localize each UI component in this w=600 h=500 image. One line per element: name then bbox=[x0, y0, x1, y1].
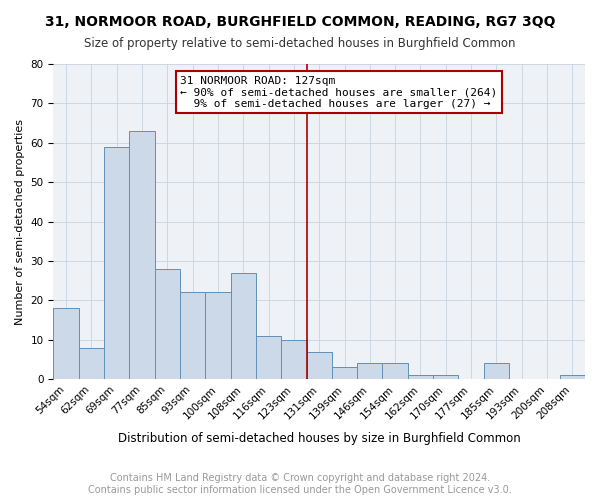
Bar bbox=[53, 308, 79, 379]
Bar bbox=[357, 364, 382, 379]
Bar bbox=[307, 352, 332, 379]
X-axis label: Distribution of semi-detached houses by size in Burghfield Common: Distribution of semi-detached houses by … bbox=[118, 432, 521, 445]
Text: Size of property relative to semi-detached houses in Burghfield Common: Size of property relative to semi-detach… bbox=[84, 38, 516, 51]
Y-axis label: Number of semi-detached properties: Number of semi-detached properties bbox=[15, 118, 25, 324]
Bar bbox=[180, 292, 205, 379]
Text: Contains HM Land Registry data © Crown copyright and database right 2024.
Contai: Contains HM Land Registry data © Crown c… bbox=[88, 474, 512, 495]
Text: 31, NORMOOR ROAD, BURGHFIELD COMMON, READING, RG7 3QQ: 31, NORMOOR ROAD, BURGHFIELD COMMON, REA… bbox=[45, 15, 555, 29]
Bar bbox=[205, 292, 230, 379]
Bar bbox=[130, 131, 155, 379]
Bar bbox=[484, 364, 509, 379]
Bar bbox=[79, 348, 104, 379]
Bar bbox=[256, 336, 281, 379]
Bar bbox=[332, 368, 357, 379]
Bar bbox=[230, 273, 256, 379]
Text: 31 NORMOOR ROAD: 127sqm
← 90% of semi-detached houses are smaller (264)
  9% of : 31 NORMOOR ROAD: 127sqm ← 90% of semi-de… bbox=[180, 76, 497, 109]
Bar bbox=[104, 146, 130, 379]
Bar bbox=[560, 375, 585, 379]
Bar bbox=[281, 340, 307, 379]
Bar bbox=[382, 364, 408, 379]
Bar bbox=[408, 375, 433, 379]
Bar bbox=[155, 269, 180, 379]
Bar bbox=[433, 375, 458, 379]
